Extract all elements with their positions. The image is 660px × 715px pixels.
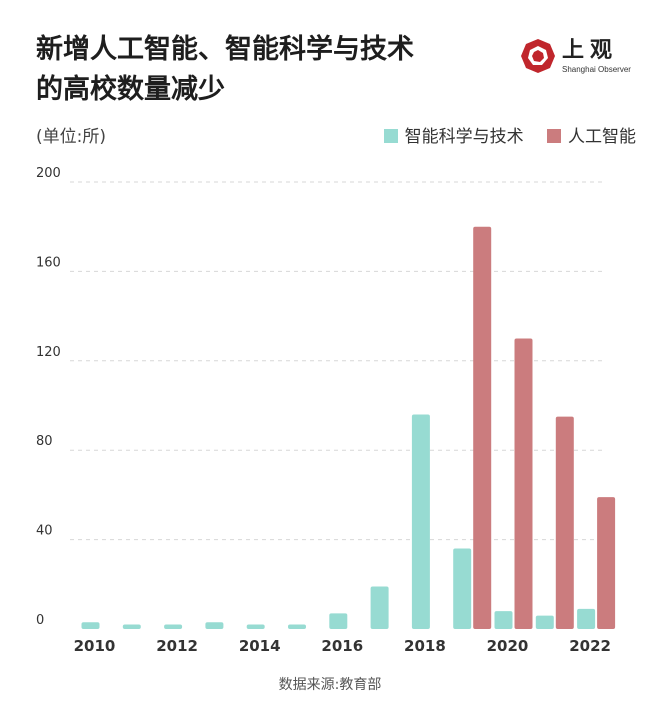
data-source: 数据来源:教育部: [278, 677, 382, 693]
y-tick-label-200: 200: [36, 166, 61, 181]
legend-swatch-series2: [547, 129, 561, 143]
legend-label-series1: 智能科学与技术: [404, 127, 524, 147]
x-tick-label-2016: 2016: [321, 637, 363, 655]
x-tick-label-2022: 2022: [569, 637, 611, 655]
chart-title: 新增人工智能、智能科学与技术 的高校数量减少: [36, 30, 476, 110]
x-tick-label-2012: 2012: [156, 637, 198, 655]
bar-series1-2019: [453, 548, 472, 629]
bar-series1-2017: [370, 586, 389, 629]
bar-series2-2019: [473, 226, 492, 629]
x-tick-label-2018: 2018: [404, 637, 446, 655]
legend-item-series1: 智能科学与技术: [383, 122, 524, 147]
logo-name-cn: 上观: [562, 38, 619, 63]
x-tick-label-2010: 2010: [74, 637, 116, 655]
legend-label-series2: 人工智能: [568, 127, 636, 147]
legend-swatch-series1: [383, 129, 398, 143]
unit-label: (单位:所): [36, 127, 106, 147]
shanghai-observer-logo: 上观 Shanghai Observer: [520, 38, 640, 78]
bar-series1-2013: [205, 622, 224, 629]
legend-item-series2: 人工智能: [547, 122, 636, 147]
y-tick-label-40: 40: [36, 524, 53, 539]
bar-series1-2011: [122, 624, 141, 629]
bar-series1-2020: [494, 611, 513, 629]
bar-series1-2012: [164, 624, 183, 629]
chart-title-line-2: 的高校数量减少: [36, 74, 225, 105]
x-tick-label-2020: 2020: [487, 637, 529, 655]
logo-mark-icon: [521, 39, 555, 73]
bar-series1-2022: [577, 608, 596, 629]
bar-series2-2022: [597, 497, 616, 629]
chart-legend: 智能科学与技术 人工智能: [366, 122, 636, 147]
logo-name-en: Shanghai Observer: [562, 65, 631, 74]
y-tick-label-160: 160: [36, 255, 61, 270]
bar-series1-2016: [329, 613, 348, 629]
y-tick-label-0: 0: [36, 613, 44, 628]
y-tick-label-120: 120: [36, 345, 61, 360]
chart-title-line-1: 新增人工智能、智能科学与技术: [36, 34, 414, 65]
bar-series2-2021: [555, 416, 574, 629]
bar-series1-2021: [535, 615, 554, 629]
x-tick-label-2014: 2014: [239, 637, 281, 655]
bar-series1-2015: [288, 624, 306, 629]
bar-series1-2018: [411, 414, 430, 629]
bar-series1-2010: [81, 622, 100, 629]
bar-series1-2014: [246, 624, 265, 629]
bar-series2-2020: [514, 338, 533, 629]
y-tick-label-80: 80: [36, 434, 53, 449]
